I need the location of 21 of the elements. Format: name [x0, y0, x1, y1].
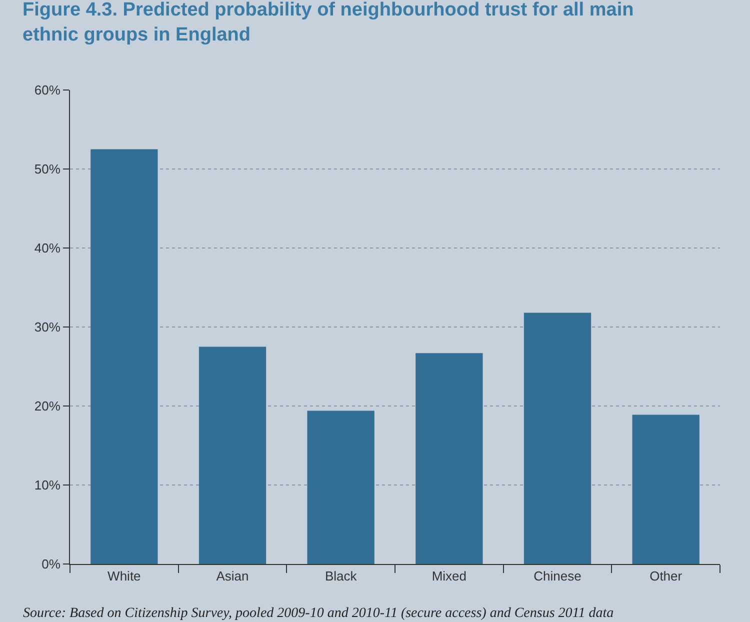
y-tick-label: 50% [34, 162, 61, 177]
x-tick-label: Chinese [534, 568, 582, 584]
x-tick-label: Asian [216, 568, 249, 584]
bar [198, 346, 266, 564]
y-tick-label: 40% [34, 240, 61, 256]
x-tick-label: Black [324, 568, 358, 584]
bar [632, 414, 700, 564]
y-tick-label: 60% [34, 82, 61, 98]
x-tick-label: Other [650, 568, 683, 584]
y-tick-label: 0% [42, 556, 61, 572]
source-note: Source: Based on Citizenship Survey, pooled 2009-10 and 2010-11 (secure access) and Census 2011 data [23, 606, 614, 621]
y-tick-label: 10% [34, 478, 61, 493]
bar [90, 149, 158, 564]
bar [524, 312, 592, 564]
bar [307, 410, 374, 564]
x-tick-label: Mixed [432, 568, 467, 584]
chart-title: Figure 4.3. Predicted probability of neighbourhood trust for all main ethnic groups in England [22, 0, 634, 46]
bar [416, 353, 483, 564]
y-tick-label: 30% [34, 320, 61, 335]
x-tick-label: White [108, 568, 141, 584]
y-tick-label: 20% [34, 398, 61, 414]
